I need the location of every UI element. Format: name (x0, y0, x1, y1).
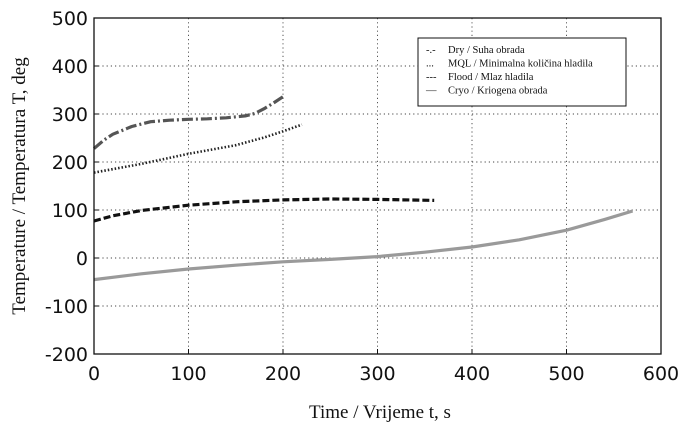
y-tick-label: -200 (45, 344, 88, 366)
grid-lines (94, 18, 661, 354)
x-tick-label: 600 (643, 363, 679, 385)
y-tick-label: 0 (76, 248, 88, 270)
x-tick-label: 200 (265, 363, 301, 385)
y-tick-label: 400 (52, 56, 88, 78)
y-tick-label: 200 (52, 152, 88, 174)
legend-entry: Flood / Mlaz hladila (448, 72, 534, 83)
tick-labels: 0 100 200 300 400 500 600 -200 -100 0 100 200 300 400… (45, 8, 679, 385)
x-axis-label: Time / Vrijeme t, s (309, 402, 451, 423)
x-tick-label: 100 (170, 363, 206, 385)
y-axis-label: Temperature / Temperatura T, deg (9, 57, 30, 315)
legend: -.- Dry / Suha obrada... MQL / Minimalna k… (417, 37, 627, 107)
series-line (93, 123, 303, 174)
legend-marker: — (425, 86, 437, 97)
series-lines (92, 95, 634, 282)
x-tick-label: 400 (454, 363, 490, 385)
legend-marker: -.- (426, 45, 436, 56)
legend-entry: Dry / Suha obrada (448, 45, 525, 56)
x-tick-label: 500 (548, 363, 584, 385)
y-tick-label: -100 (45, 296, 88, 318)
series-line (93, 197, 435, 223)
y-tick-label: 500 (52, 8, 88, 30)
series-line (92, 95, 284, 150)
legend-entry: Cryo / Kriogena obrada (448, 86, 548, 97)
x-tick-label: 0 (88, 363, 100, 385)
y-tick-label: 300 (52, 104, 88, 126)
x-tick-label: 300 (359, 363, 395, 385)
legend-marker: --- (426, 72, 437, 83)
legend-box (417, 37, 627, 107)
legend-entry: MQL / Minimalna količina hladila (448, 59, 593, 70)
y-tick-label: 100 (52, 200, 88, 222)
series-line (93, 209, 634, 282)
legend-marker: ... (426, 59, 434, 70)
